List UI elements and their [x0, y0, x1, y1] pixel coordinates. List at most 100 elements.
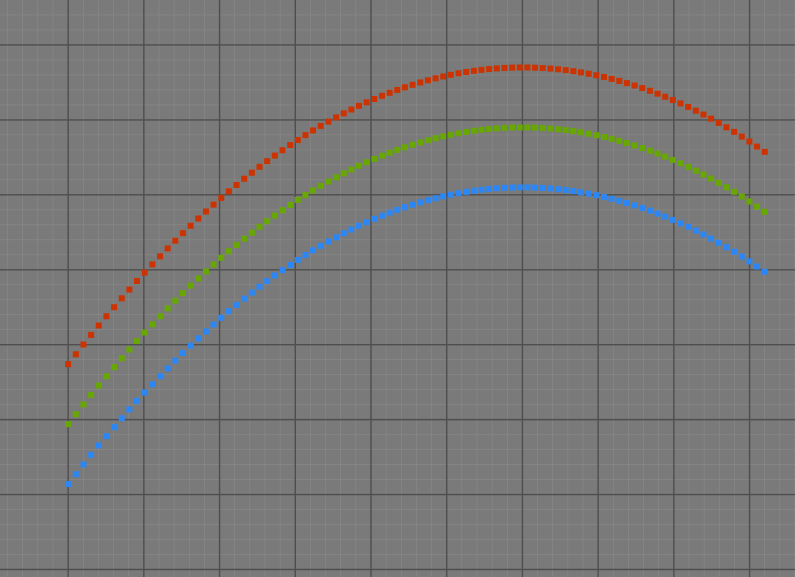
data-point	[95, 442, 102, 449]
data-point	[118, 415, 125, 422]
data-point	[356, 102, 363, 109]
series-1	[65, 64, 768, 368]
data-point	[486, 125, 493, 132]
data-point	[111, 424, 118, 431]
data-point	[141, 389, 148, 396]
data-point	[623, 140, 630, 147]
data-point	[80, 341, 87, 348]
data-point	[478, 66, 485, 73]
data-point	[378, 152, 385, 159]
data-point	[95, 382, 102, 389]
data-point	[134, 337, 141, 344]
data-point	[149, 321, 156, 328]
data-point	[516, 64, 523, 71]
data-point	[202, 268, 209, 275]
data-point	[65, 361, 72, 368]
data-point	[746, 198, 753, 205]
data-point	[516, 184, 523, 191]
data-point	[248, 169, 255, 176]
data-point	[65, 421, 72, 428]
data-point	[340, 230, 347, 237]
data-point	[371, 215, 378, 222]
data-point	[271, 212, 278, 219]
data-point	[662, 93, 669, 100]
data-point	[677, 160, 684, 167]
data-point	[302, 252, 309, 259]
data-point	[708, 235, 715, 242]
data-point	[516, 124, 523, 131]
data-point	[578, 69, 584, 76]
data-point	[256, 163, 263, 170]
data-point	[371, 95, 378, 102]
data-point	[348, 226, 355, 233]
data-point	[616, 77, 623, 84]
data-point	[432, 135, 439, 142]
data-point	[639, 145, 646, 152]
data-point	[440, 73, 447, 80]
data-point	[256, 283, 263, 290]
data-point	[524, 184, 531, 191]
data-point	[225, 248, 232, 255]
data-point	[731, 188, 738, 195]
data-point	[72, 351, 79, 358]
data-point	[555, 66, 562, 73]
data-point	[761, 148, 768, 155]
data-point	[578, 189, 584, 196]
data-point	[172, 357, 179, 364]
data-point	[738, 253, 745, 260]
data-point	[317, 182, 324, 189]
data-point	[187, 282, 194, 289]
data-point	[662, 213, 669, 220]
data-point	[509, 184, 516, 191]
data-point	[570, 128, 577, 135]
data-point	[317, 122, 324, 129]
data-point	[463, 128, 470, 135]
data-point	[95, 322, 102, 329]
data-point	[761, 208, 768, 215]
data-point	[555, 126, 562, 133]
data-point	[126, 346, 133, 353]
data-point	[715, 119, 722, 126]
data-point	[600, 193, 607, 200]
data-point	[126, 286, 133, 293]
data-point	[218, 194, 225, 201]
data-point	[593, 132, 600, 139]
data-point	[409, 201, 416, 208]
data-point	[539, 65, 546, 72]
data-point	[325, 238, 332, 245]
data-point	[746, 258, 753, 265]
data-point	[233, 241, 240, 248]
series-3	[65, 184, 768, 488]
data-point	[417, 199, 424, 206]
data-point	[532, 124, 539, 131]
data-point	[141, 269, 148, 276]
data-point	[746, 138, 753, 145]
data-point	[547, 185, 554, 192]
data-point	[225, 188, 232, 195]
data-point	[501, 184, 508, 191]
data-point	[754, 143, 761, 150]
data-point	[88, 391, 95, 398]
data-point	[424, 137, 431, 144]
data-point	[539, 124, 546, 131]
data-point	[440, 133, 447, 140]
data-point	[455, 190, 462, 197]
data-point	[348, 166, 355, 173]
data-point	[302, 192, 309, 199]
data-point	[754, 263, 761, 270]
data-point	[754, 203, 761, 210]
data-point	[287, 261, 294, 268]
data-point	[608, 75, 615, 82]
data-point	[264, 158, 271, 165]
data-point	[708, 115, 715, 122]
data-point	[570, 68, 577, 75]
data-point	[179, 290, 186, 297]
data-point	[164, 245, 171, 252]
data-point	[164, 365, 171, 372]
data-point	[172, 297, 179, 304]
data-point	[509, 124, 516, 131]
data-point	[348, 106, 355, 113]
data-point	[463, 68, 470, 75]
